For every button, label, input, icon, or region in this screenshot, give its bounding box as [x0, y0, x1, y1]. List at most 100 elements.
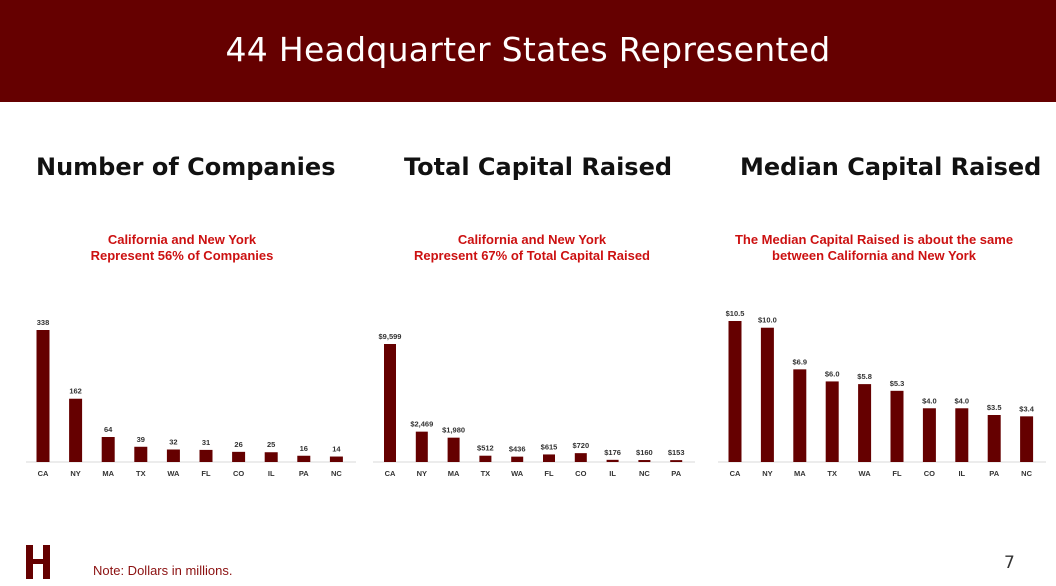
data-label: $10.0: [758, 316, 777, 325]
bar-ma: [101, 437, 115, 462]
bar-wa: [858, 384, 872, 462]
x-tick-label: WA: [511, 469, 524, 478]
subtitle-line: Represent 56% of Companies: [90, 248, 274, 263]
x-tick-label: TX: [827, 469, 837, 478]
x-tick-label: CA: [385, 469, 396, 478]
x-tick-label: PA: [989, 469, 999, 478]
panel-title-median-capital: Median Capital Raised: [740, 153, 1042, 181]
data-label: 32: [169, 438, 177, 447]
bar-il: [955, 408, 969, 462]
x-tick-label: PA: [671, 469, 681, 478]
page-title: 44 Headquarter States Represented: [225, 30, 831, 69]
bar-nc: [329, 456, 343, 462]
bar-tx: [825, 381, 839, 462]
bar-il: [264, 452, 278, 462]
data-label: $720: [572, 441, 589, 450]
bar-il: [606, 459, 619, 462]
x-tick-label: NC: [639, 469, 650, 478]
x-tick-label: NY: [417, 469, 427, 478]
chart-total-capital-raised: $9,599 CA $2,469 NY $1,980 MA $512 TX $436 WA $615…: [373, 332, 695, 478]
data-label: $615: [541, 442, 558, 451]
x-tick-label: FL: [892, 469, 902, 478]
bar-ma: [447, 437, 460, 462]
x-tick-label: PA: [299, 469, 309, 478]
x-tick-label: WA: [167, 469, 180, 478]
chart-number-of-companies: 338 CA 162 NY 64 MA 39 TX 32 WA 31 FL 26 CO 25 IL 16 PA 14…: [26, 318, 356, 478]
bar-tx: [479, 455, 492, 462]
bar-wa: [166, 449, 180, 462]
subtitle-line: California and New York: [457, 232, 607, 247]
subtitle-line: California and New York: [107, 232, 257, 247]
x-tick-label: NY: [762, 469, 772, 478]
bar-fl: [199, 449, 213, 462]
x-tick-label: IL: [958, 469, 965, 478]
data-label: $10.5: [726, 309, 745, 318]
panel-subtitle-total-capital: California and New York Represent 67% of…: [367, 232, 697, 264]
bar-nc: [638, 460, 651, 462]
bar-pa: [670, 460, 683, 462]
x-tick-label: CA: [38, 469, 49, 478]
bar-pa: [297, 455, 311, 462]
x-tick-label: NY: [70, 469, 80, 478]
data-label: 338: [37, 318, 50, 327]
x-tick-label: NC: [1021, 469, 1032, 478]
x-tick-label: CO: [233, 469, 244, 478]
data-label: $4.0: [954, 396, 969, 405]
x-tick-label: CO: [575, 469, 586, 478]
bar-nc: [1020, 416, 1034, 462]
data-label: $9,599: [379, 332, 402, 341]
data-label: 25: [267, 440, 275, 449]
data-label: 26: [234, 440, 242, 449]
bar-fl: [543, 454, 555, 462]
data-label: $160: [636, 448, 653, 457]
x-tick-label: IL: [609, 469, 616, 478]
bar-co: [574, 453, 587, 462]
data-label: $6.0: [825, 369, 840, 378]
data-label: $153: [668, 448, 685, 457]
data-label: $1,980: [442, 426, 465, 435]
x-tick-label: TX: [481, 469, 491, 478]
x-tick-label: TX: [136, 469, 146, 478]
x-tick-label: MA: [102, 469, 114, 478]
data-label: $436: [509, 445, 526, 454]
subtitle-line: The Median Capital Raised is about the s…: [734, 232, 1014, 247]
data-label: $6.9: [792, 357, 807, 366]
bar-co: [232, 451, 246, 462]
data-label: 39: [137, 435, 145, 444]
subtitle-line: between California and New York: [772, 248, 976, 263]
bar-pa: [987, 415, 1001, 462]
x-tick-label: FL: [544, 469, 554, 478]
panel-title-total-capital: Total Capital Raised: [404, 153, 673, 181]
data-label: $3.4: [1019, 404, 1034, 413]
data-label: 162: [69, 387, 82, 396]
header-banner: 44 Headquarter States Represented: [0, 0, 1056, 102]
bar-fl: [890, 390, 904, 462]
chart-median-capital-raised: $10.5 CA $10.0 NY $6.9 MA $6.0 TX $5.8 WA $5.3 FL $4…: [718, 309, 1046, 478]
footnote: Note: Dollars in millions.: [93, 563, 233, 578]
data-label: $2,469: [410, 420, 433, 429]
bar-ny: [69, 398, 83, 462]
bar-co: [922, 408, 936, 462]
data-label: $3.5: [987, 403, 1002, 412]
panel-subtitle-companies: California and New York Represent 56% of…: [17, 232, 347, 264]
bar-tx: [134, 446, 148, 462]
bar-ca: [728, 321, 742, 462]
data-label: $5.3: [890, 379, 905, 388]
x-tick-label: IL: [268, 469, 275, 478]
page-number: 7: [1004, 553, 1015, 573]
x-tick-label: MA: [794, 469, 806, 478]
x-tick-label: NC: [331, 469, 342, 478]
x-tick-label: FL: [201, 469, 211, 478]
x-tick-label: MA: [448, 469, 460, 478]
bar-ca: [384, 344, 396, 462]
data-label: $512: [477, 444, 494, 453]
bar-ma: [793, 369, 807, 462]
subtitle-line: Represent 67% of Total Capital Raised: [414, 248, 650, 263]
company-logo-icon: [26, 545, 50, 579]
x-tick-label: WA: [859, 469, 872, 478]
bar-ny: [415, 431, 428, 462]
data-label: 64: [104, 425, 113, 434]
data-label: $176: [604, 448, 621, 457]
data-label: $4.0: [922, 396, 937, 405]
panel-subtitle-median-capital: The Median Capital Raised is about the s…: [709, 232, 1039, 264]
